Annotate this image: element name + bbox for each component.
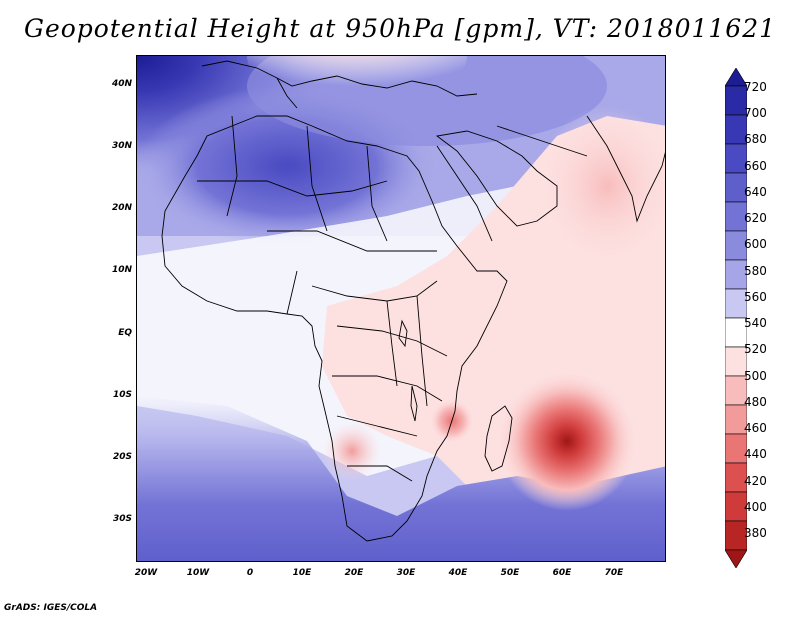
lat-tick-label: 40N (111, 79, 132, 89)
colorbar-level-label: 680 (744, 132, 767, 147)
credit-text: GrADS: IGES/COLA (4, 603, 98, 613)
india-low (537, 106, 665, 266)
colorbar-level-label: 520 (744, 342, 767, 357)
colorbar-level-label: 480 (744, 394, 767, 409)
lat-tick-label: 20N (111, 203, 132, 213)
coastlines (161, 60, 665, 542)
colorbar-level-label: 500 (744, 368, 767, 383)
colorbar-level-label: 640 (744, 184, 767, 199)
lon-tick-label: 10W (186, 568, 210, 578)
lon-tick-label: 30E (396, 568, 416, 578)
colorbar-level-label: 460 (744, 421, 767, 436)
colorbar-swatch (725, 549, 747, 568)
map-panel (136, 55, 666, 562)
kalahari-low (322, 421, 382, 481)
lon-tick-label: 10E (292, 568, 312, 578)
colorbar-level-label: 420 (744, 473, 767, 488)
lat-tick-label: EQ (118, 328, 132, 338)
colorbar-swatches (725, 68, 747, 568)
mediterranean-low (247, 56, 467, 106)
colorbar-level-label: 720 (744, 80, 767, 94)
lon-tick-label: 0 (246, 568, 254, 578)
lon-tick-label: 60E (552, 568, 572, 578)
geopotential-field (137, 56, 665, 561)
lat-tick-label: 20S (112, 452, 132, 462)
lat-tick-label: 10N (111, 265, 132, 275)
madagascar-cyclone-low (497, 371, 637, 511)
colorbar-level-label: 580 (744, 263, 767, 278)
colorbar-level-label: 660 (744, 158, 767, 173)
lon-tick-label: 70E (604, 568, 624, 578)
colorbar-level-label: 560 (744, 289, 767, 304)
lat-tick-label: 10S (112, 390, 132, 400)
lon-tick-label: 20E (344, 568, 364, 578)
colorbar-level-label: 600 (744, 237, 767, 252)
lat-tick-label: 30S (112, 514, 132, 524)
lon-tick-label: 20W (134, 568, 158, 578)
chart-title: Geopotential Height at 950hPa [gpm], VT:… (23, 14, 777, 43)
southern-high-band (137, 396, 665, 561)
lon-tick-label: 50E (500, 568, 520, 578)
lat-tick-label: 30N (111, 141, 132, 151)
lon-tick-label: 40E (448, 568, 468, 578)
colorbar-level-label: 380 (744, 526, 767, 540)
colorbar-level-label: 400 (744, 499, 767, 514)
colorbar-level-label: 440 (744, 447, 767, 462)
colorbar-level-label: 540 (744, 316, 767, 331)
colorbar-level-label: 700 (744, 106, 767, 121)
colorbar (725, 68, 747, 568)
colorbar-level-label: 620 (744, 211, 767, 226)
